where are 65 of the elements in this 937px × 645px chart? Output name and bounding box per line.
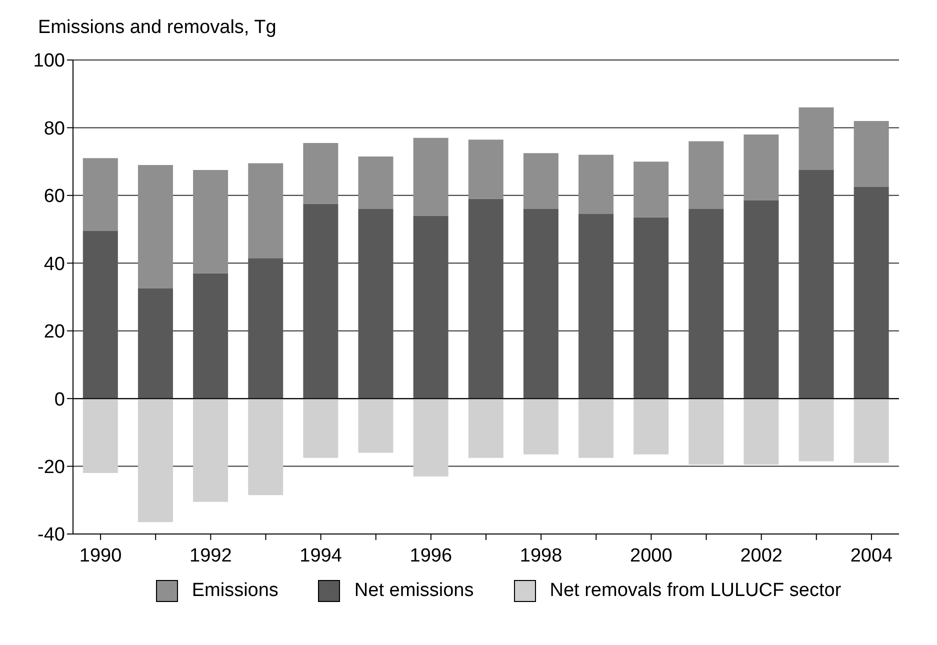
y-tick-label: -20 bbox=[38, 457, 65, 478]
bar bbox=[303, 204, 338, 399]
bar bbox=[688, 208, 724, 399]
bar bbox=[193, 170, 228, 274]
x-tick-label: 1994 bbox=[300, 545, 342, 566]
bar bbox=[854, 120, 889, 187]
bar bbox=[523, 153, 558, 209]
legend-label: Net emissions bbox=[354, 580, 474, 602]
x-tick-label: 1992 bbox=[190, 545, 232, 566]
bar bbox=[634, 398, 669, 454]
y-tick-label: 40 bbox=[44, 254, 65, 275]
x-tick-label: 1998 bbox=[520, 545, 562, 566]
bar bbox=[413, 138, 448, 216]
bar bbox=[744, 200, 779, 399]
bar bbox=[523, 208, 558, 399]
bar bbox=[854, 186, 889, 399]
legend-label: Net removals from LULUCF sector bbox=[550, 580, 842, 602]
bar bbox=[358, 156, 394, 209]
bar bbox=[358, 398, 394, 453]
bar bbox=[578, 214, 614, 399]
y-tick-label: 60 bbox=[44, 186, 65, 208]
bar bbox=[578, 398, 614, 458]
bar bbox=[413, 398, 448, 476]
bar bbox=[303, 142, 338, 204]
bar bbox=[468, 140, 504, 199]
bar bbox=[248, 398, 284, 496]
x-tick-label: 1990 bbox=[79, 545, 122, 566]
bar bbox=[138, 288, 173, 399]
bar bbox=[413, 216, 448, 399]
bar bbox=[744, 134, 779, 201]
x-tick-label: 2000 bbox=[630, 545, 672, 566]
y-tick-label: -40 bbox=[38, 524, 65, 546]
bar bbox=[634, 162, 669, 218]
y-tick-label: 80 bbox=[44, 118, 65, 140]
y-axis-title: Emissions and removals, Tg bbox=[38, 16, 278, 40]
bar bbox=[468, 198, 504, 399]
bar bbox=[523, 398, 558, 454]
x-tick-label: 2002 bbox=[740, 545, 782, 566]
bar bbox=[358, 208, 394, 399]
bar bbox=[248, 258, 284, 399]
bar bbox=[744, 398, 779, 465]
bar bbox=[193, 398, 228, 502]
bar bbox=[138, 398, 173, 522]
x-tick-label: 1996 bbox=[410, 545, 452, 566]
bar bbox=[138, 164, 173, 289]
bar bbox=[578, 154, 614, 214]
bar bbox=[303, 398, 338, 458]
bar bbox=[688, 398, 724, 465]
bar bbox=[854, 398, 889, 463]
y-tick-label: 0 bbox=[54, 389, 65, 410]
bar bbox=[193, 273, 228, 399]
bar bbox=[468, 398, 504, 458]
y-tick-label: 20 bbox=[44, 322, 65, 343]
bar bbox=[82, 398, 118, 474]
y-tick-label: 100 bbox=[33, 50, 65, 72]
bar bbox=[82, 158, 118, 231]
bar bbox=[248, 163, 284, 258]
bar bbox=[634, 217, 669, 399]
x-tick-label: 2004 bbox=[850, 545, 894, 566]
legend-label: Emissions bbox=[192, 580, 278, 602]
bar bbox=[798, 170, 834, 399]
bar bbox=[798, 398, 834, 462]
bar bbox=[688, 141, 724, 209]
bar bbox=[82, 230, 118, 399]
bar bbox=[798, 107, 834, 170]
